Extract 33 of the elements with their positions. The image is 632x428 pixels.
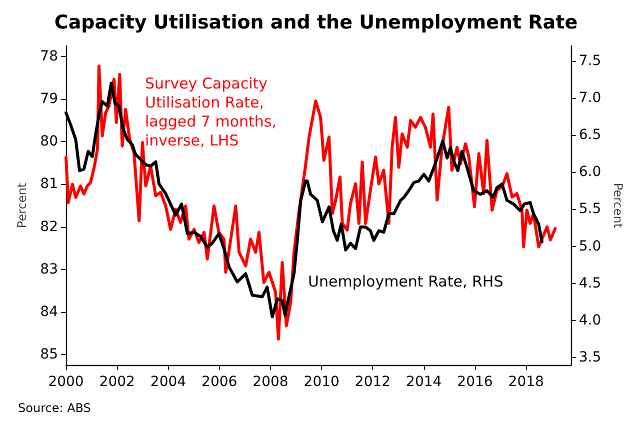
y2-tick-label: 5.0 bbox=[578, 238, 602, 254]
x-tick-label: 2012 bbox=[354, 374, 391, 390]
y2-tick-label: 7.5 bbox=[578, 52, 602, 69]
y-tick-label: 78 bbox=[40, 48, 58, 65]
x-tick-label: 2014 bbox=[406, 374, 442, 390]
y-tick-label: 81 bbox=[40, 176, 58, 192]
series-label: Survey Capacity Utilisation Rate, lagged 7 months, inverse, LHS bbox=[145, 74, 282, 150]
y2-tick-label: 6.0 bbox=[578, 164, 602, 180]
x-tick-label: 2000 bbox=[48, 374, 84, 390]
y2-tick-label: 5.5 bbox=[578, 201, 602, 218]
source-note: Source: ABS bbox=[18, 401, 91, 415]
x-tick-label: 2018 bbox=[508, 374, 544, 390]
y-tick-label: 83 bbox=[40, 261, 58, 278]
y-tick-label: 82 bbox=[40, 218, 58, 235]
y-tick-label: 84 bbox=[40, 304, 58, 320]
y2-tick-label: 4.0 bbox=[578, 312, 602, 328]
x-tick-label: 2016 bbox=[457, 374, 493, 390]
y2-tick-label: 3.5 bbox=[578, 350, 602, 366]
y-tick-label: 79 bbox=[40, 91, 58, 108]
y2-tick-label: 7.0 bbox=[578, 90, 602, 106]
y-tick-label: 85 bbox=[40, 346, 58, 362]
y-axis-title: Percent bbox=[15, 182, 29, 228]
x-tick-label: 2004 bbox=[150, 374, 186, 390]
y2-tick-label: 4.5 bbox=[578, 275, 602, 292]
x-tick-label: 2010 bbox=[304, 374, 340, 390]
x-tick-label: 2008 bbox=[252, 374, 288, 390]
y-tick-label: 80 bbox=[40, 134, 58, 150]
x-tick-label: 2002 bbox=[99, 374, 135, 390]
x-tick-label: 2006 bbox=[202, 374, 238, 390]
series-label: Unemployment Rate, RHS bbox=[308, 272, 504, 290]
y2-tick-label: 6.5 bbox=[578, 127, 602, 144]
y2-axis-title: Percent bbox=[611, 182, 625, 228]
chart-title: Capacity Utilisation and the Unemployment Rate bbox=[54, 12, 578, 34]
